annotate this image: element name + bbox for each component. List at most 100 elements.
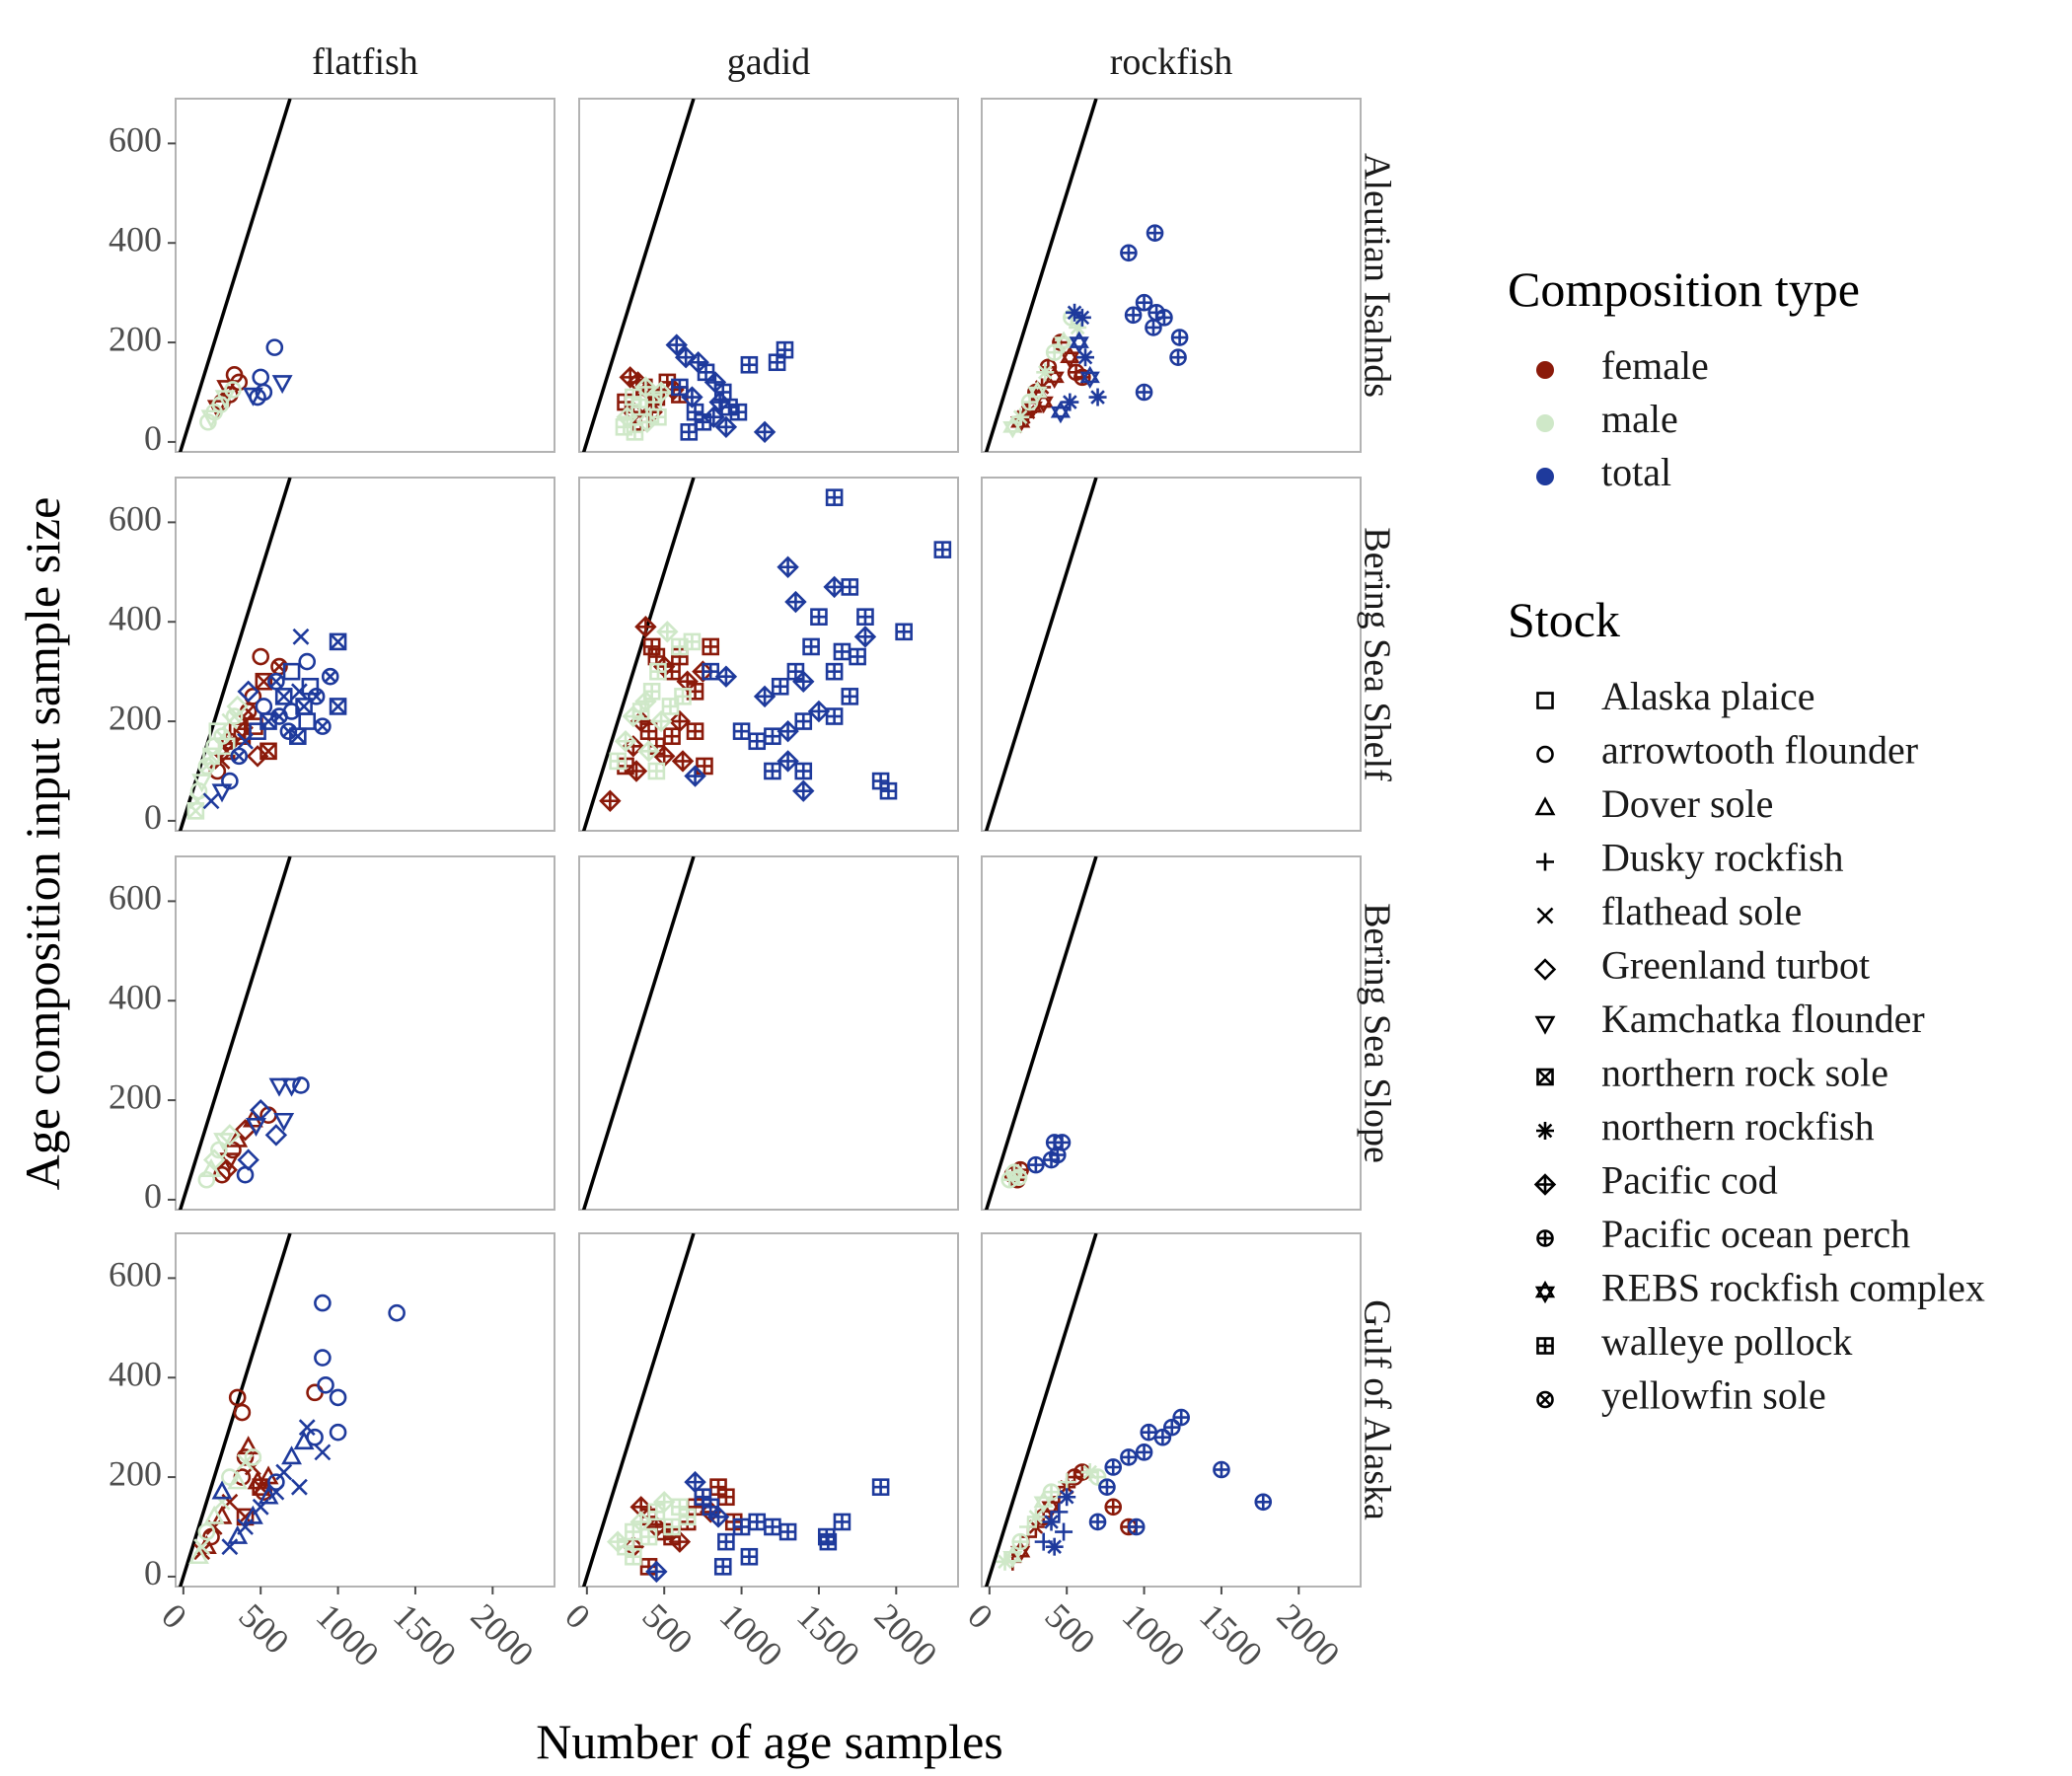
data-point-total-arrowtooth-flounder bbox=[314, 1294, 332, 1312]
panel-frame bbox=[981, 1232, 1362, 1588]
data-point-total-rebs-rockfish-complex bbox=[1050, 401, 1072, 424]
data-point-male-northern-rockfish bbox=[1036, 363, 1055, 382]
data-point-total-pacific-cod bbox=[665, 333, 688, 356]
data-point-total-walleye-pollock bbox=[895, 623, 913, 641]
data-point-total-flathead-sole bbox=[202, 792, 220, 810]
data-point-male-pacific-cod bbox=[614, 730, 637, 753]
data-point-male-walleye-pollock bbox=[663, 1517, 681, 1536]
data-point-male-walleye-pollock bbox=[642, 683, 661, 701]
x-tick-label: 1500 bbox=[386, 1595, 464, 1673]
data-point-female-pacific-cod bbox=[671, 750, 695, 773]
data-point-total-walleye-pollock bbox=[833, 1513, 851, 1531]
legend-label: walleye pollock bbox=[1601, 1319, 1852, 1364]
data-point-female-pacific-ocean-perch bbox=[1104, 1498, 1123, 1517]
data-point-total-pacific-ocean-perch bbox=[1120, 1448, 1138, 1466]
one-to-one-line bbox=[984, 1233, 1098, 1587]
data-point-total-pacific-ocean-perch bbox=[1169, 348, 1187, 366]
one-to-one-line bbox=[178, 99, 292, 452]
y-tick-label: 400 bbox=[109, 219, 162, 259]
data-point-total-walleye-pollock bbox=[933, 541, 952, 558]
data-point-total-kamchatka-flounder bbox=[246, 1117, 266, 1137]
legend-item-greenland-turbot: Greenland turbot bbox=[1533, 943, 1870, 988]
legend-label: Pacific cod bbox=[1601, 1158, 1778, 1203]
y-tick-label: 0 bbox=[144, 1553, 162, 1592]
data-point-total-walleye-pollock bbox=[713, 1558, 732, 1576]
facet-column-label-gadid: gadid bbox=[727, 41, 810, 83]
data-point-total-northern-rock-sole bbox=[274, 688, 293, 705]
data-point-total-arrowtooth-flounder bbox=[329, 1388, 347, 1407]
data-point-total-flathead-sole bbox=[292, 628, 310, 645]
y-tick-label: 600 bbox=[109, 878, 162, 918]
y-tick-label: 600 bbox=[109, 1255, 162, 1295]
data-point-total-yellowfin-sole bbox=[307, 688, 326, 705]
data-point-total-flathead-sole bbox=[221, 1538, 239, 1556]
data-point-female-walleye-pollock bbox=[663, 727, 681, 745]
data-point-male-pacific-ocean-perch bbox=[1088, 1468, 1107, 1486]
legend-title-stock: Stock bbox=[1508, 592, 1620, 647]
data-point-female-pacific-cod bbox=[625, 760, 648, 782]
panel-frame bbox=[175, 855, 555, 1211]
panel-aleutian-isalnds-gadid bbox=[578, 98, 959, 453]
legend-item-northern-rockfish: northern rockfish bbox=[1536, 1104, 1875, 1148]
data-point-female-pacific-cod bbox=[668, 709, 692, 733]
data-point-total-dusky-rockfish bbox=[1055, 1522, 1073, 1541]
legend-label: Pacific ocean perch bbox=[1601, 1212, 1910, 1256]
data-point-male-pacific-cod bbox=[649, 709, 673, 733]
facet-row-label-bering-sea-shelf: Bering Sea Shelf bbox=[1356, 527, 1397, 781]
data-point-total-flathead-sole bbox=[275, 1463, 293, 1481]
legend-label: arrowtooth flounder bbox=[1601, 728, 1918, 773]
data-point-total-pacific-cod bbox=[674, 345, 698, 369]
data-point-male-dover-sole bbox=[227, 1470, 249, 1490]
data-point-total-alaska-plaice bbox=[298, 712, 317, 730]
data-point-total-pacific-cod bbox=[807, 700, 831, 723]
data-point-total-dover-sole bbox=[227, 1524, 249, 1544]
data-point-total-walleye-pollock bbox=[702, 662, 720, 681]
legend-shape-pacific-ocean-perch-icon bbox=[1536, 1229, 1554, 1247]
data-point-total-flathead-sole bbox=[237, 732, 254, 750]
data-point-total-arrowtooth-flounder bbox=[329, 1423, 347, 1442]
data-point-total-pacific-cod bbox=[708, 391, 731, 413]
x-tick-label: 0 bbox=[960, 1595, 1000, 1636]
data-point-total-pacific-ocean-perch bbox=[1098, 1478, 1116, 1496]
data-point-total-northern-rockfish bbox=[1045, 1537, 1064, 1556]
one-to-one-line bbox=[581, 99, 696, 452]
data-point-total-pacific-cod bbox=[784, 590, 807, 614]
panel-frame bbox=[578, 855, 959, 1211]
one-to-one-line bbox=[984, 856, 1098, 1210]
y-tick-label: 400 bbox=[109, 977, 162, 1016]
data-point-total-flathead-sole bbox=[314, 1443, 332, 1461]
y-tick-label: 600 bbox=[109, 120, 162, 160]
legend-shape-walleye-pollock-icon bbox=[1536, 1337, 1554, 1355]
data-point-total-pacific-cod bbox=[753, 420, 777, 444]
data-point-male-alaska-plaice bbox=[217, 737, 236, 756]
data-point-female-walleye-pollock bbox=[639, 722, 658, 740]
x-tick-label: 500 bbox=[634, 1595, 700, 1661]
data-point-male-arrowtooth-flounder bbox=[224, 381, 242, 399]
legend: Composition type female male total Stock A… bbox=[1508, 261, 1985, 1418]
one-to-one-line bbox=[581, 1233, 696, 1587]
data-point-total-yellowfin-sole bbox=[230, 747, 249, 766]
x-tick-label: 1000 bbox=[309, 1595, 387, 1673]
data-point-female-greenland-turbot bbox=[246, 745, 269, 768]
data-point-total-walleye-pollock bbox=[729, 403, 748, 421]
data-point-total-greenland-turbot bbox=[264, 1124, 288, 1147]
panel-aleutian-isalnds-rockfish bbox=[981, 98, 1362, 453]
legend-item-northern-rock-sole: northern rock sole bbox=[1536, 1051, 1888, 1095]
x-tick-label: 1500 bbox=[789, 1595, 867, 1673]
y-tick-label: 200 bbox=[109, 319, 162, 358]
data-point-total-pacific-ocean-perch bbox=[1042, 1150, 1061, 1169]
data-point-male-pacific-cod bbox=[637, 740, 660, 763]
panel-gulf-of-alaska-rockfish bbox=[981, 1232, 1362, 1588]
data-point-female-pacific-cod bbox=[668, 1530, 692, 1553]
data-point-total-dover-sole bbox=[293, 1431, 315, 1450]
y-tick-label: 200 bbox=[109, 1453, 162, 1493]
data-point-total-walleye-pollock bbox=[856, 608, 874, 626]
legend-item-rebs-rockfish-complex: REBS rockfish complex bbox=[1534, 1266, 1985, 1310]
legend-shape-rebs-rockfish-complex-icon bbox=[1534, 1280, 1556, 1304]
data-point-male-pacific-ocean-perch bbox=[1011, 1532, 1029, 1551]
data-point-male-greenland-turbot bbox=[226, 695, 249, 718]
data-point-male-northern-rock-sole bbox=[186, 802, 205, 820]
data-point-total-pacific-cod bbox=[681, 386, 703, 408]
data-point-total-pacific-ocean-perch bbox=[1135, 293, 1153, 312]
y-tick-label: 0 bbox=[144, 1176, 162, 1216]
